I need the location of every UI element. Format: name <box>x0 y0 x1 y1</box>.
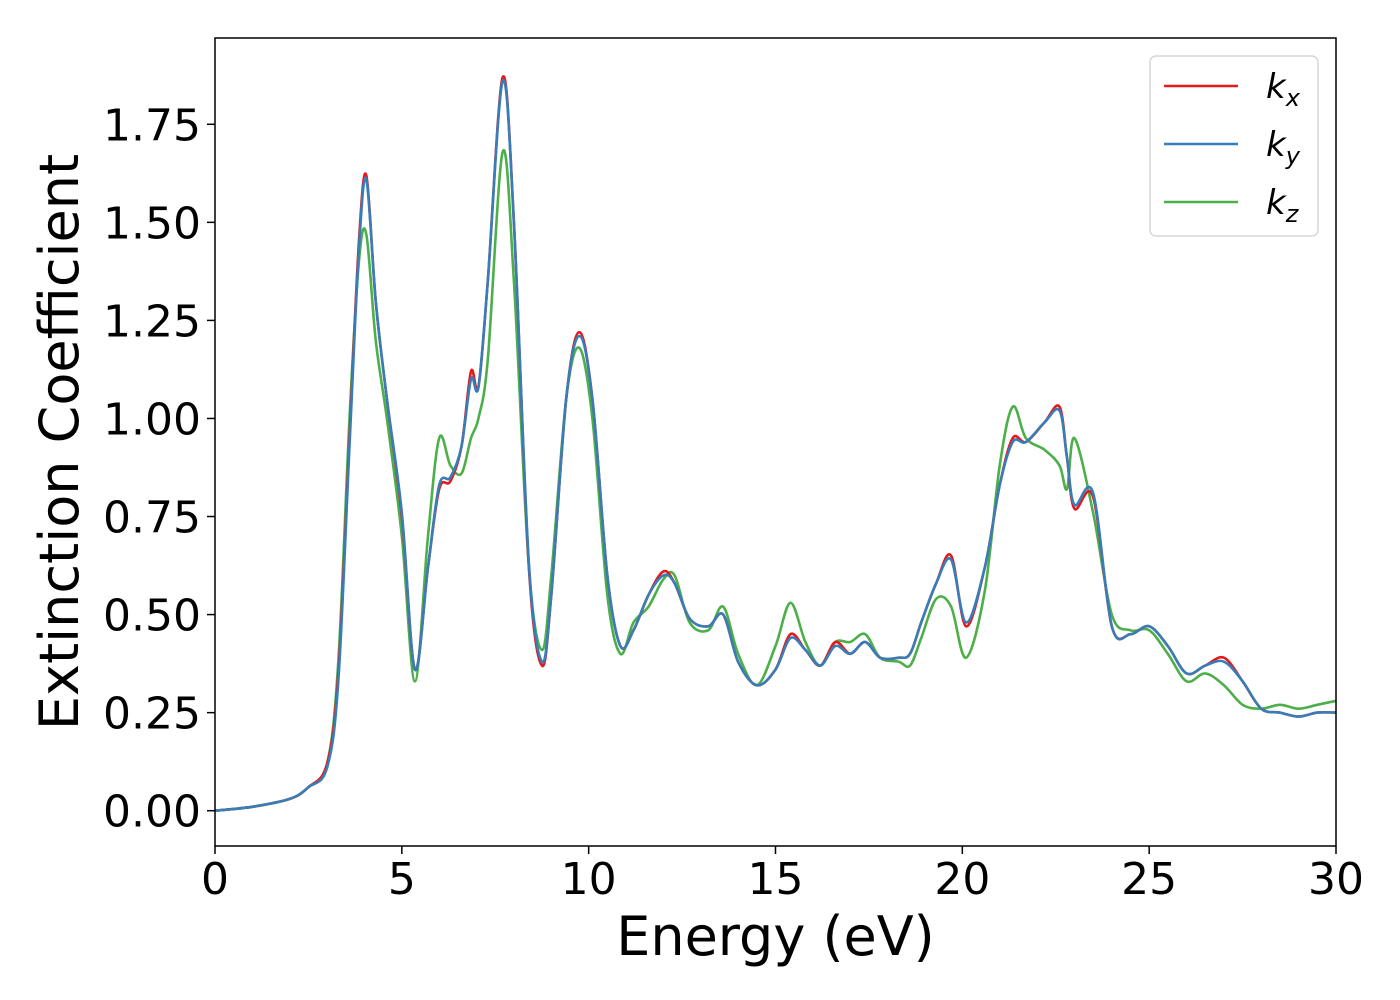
y-tick-label: 1.75 <box>103 100 201 151</box>
series-line-k_y <box>215 78 1336 812</box>
x-tick-label: 25 <box>1121 854 1177 905</box>
series-line-k_z <box>215 148 1336 812</box>
legend-box <box>1149 55 1319 237</box>
x-tick-label: 10 <box>561 854 617 905</box>
x-tick-label: 15 <box>748 854 804 905</box>
y-tick-label: 0.75 <box>103 493 201 544</box>
y-tick-label: 1.50 <box>103 198 201 249</box>
y-axis-label: Extinction Coefficient <box>28 154 91 730</box>
x-tick-label: 0 <box>201 854 229 905</box>
x-tick-label: 30 <box>1308 854 1364 905</box>
legend: kx ky kz <box>1149 55 1319 237</box>
plot-lines <box>215 75 1336 812</box>
y-axis-ticks: 0.00 0.25 0.50 0.75 1.00 1.25 1.50 1.75 <box>103 100 215 838</box>
x-axis-label: Energy (eV) <box>616 905 935 968</box>
y-tick-label: 1.00 <box>103 394 201 445</box>
x-tick-label: 20 <box>934 854 990 905</box>
y-tick-label: 0.00 <box>103 787 201 838</box>
y-tick-label: 0.25 <box>103 689 201 740</box>
y-tick-label: 1.25 <box>103 296 201 347</box>
x-tick-label: 5 <box>388 854 416 905</box>
y-tick-label: 0.50 <box>103 591 201 642</box>
legend-label-k_x: kx <box>1266 67 1301 112</box>
legend-label-k_z: kz <box>1266 183 1300 228</box>
legend-label-k_y: ky <box>1266 125 1301 170</box>
x-axis-ticks: 0 5 10 15 20 25 30 <box>201 846 1364 905</box>
